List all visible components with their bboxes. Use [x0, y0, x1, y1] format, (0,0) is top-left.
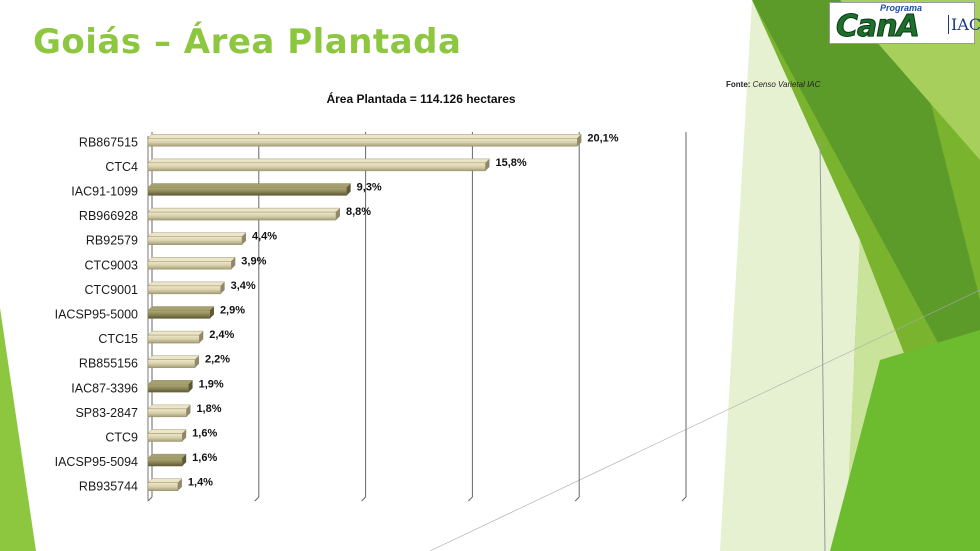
- category-label: CTC9: [105, 431, 138, 445]
- value-label: 4,4%: [252, 231, 277, 243]
- slide-title: Goiás – Área Plantada: [33, 22, 462, 62]
- programa-cana-logo: Programa CanA IAC: [829, 2, 980, 45]
- left-green-triangle: [0, 308, 36, 551]
- bar: [147, 355, 200, 368]
- category-label: IAC87-3396: [71, 381, 138, 395]
- category-label: IAC91-1099: [71, 185, 138, 199]
- category-label: CTC15: [98, 332, 138, 346]
- bar: [147, 183, 352, 196]
- category-label: RB867515: [79, 135, 138, 149]
- chart-bars: [147, 134, 582, 491]
- source-label: Fonte:: [726, 80, 751, 89]
- value-label: 15,8%: [495, 157, 526, 169]
- bar: [147, 134, 582, 147]
- value-label: 2,9%: [220, 305, 245, 317]
- logo-suffix-text: IAC: [948, 15, 980, 34]
- value-label: 1,8%: [196, 403, 221, 415]
- bar: [147, 232, 247, 245]
- category-label: SP83-2847: [75, 406, 138, 420]
- bar: [147, 306, 215, 319]
- value-label: 1,9%: [199, 378, 224, 390]
- category-label: RB966928: [79, 209, 138, 223]
- value-label: 9,3%: [357, 182, 382, 194]
- bottom-right-green: [830, 330, 980, 551]
- value-label: 1,4%: [188, 477, 213, 489]
- value-label: 2,2%: [205, 354, 230, 366]
- value-label: 1,6%: [192, 452, 217, 464]
- gridline-foot: [254, 496, 260, 502]
- decor-line-2: [429, 289, 980, 551]
- bar: [147, 207, 341, 221]
- bar: [147, 257, 236, 270]
- gridline-foot: [468, 496, 473, 502]
- right-green-shade: [752, 0, 980, 420]
- chart-category-labels: RB867515 CTC4 IAC91-1099 RB966928 RB92579 CTC…: [55, 135, 138, 493]
- gridline-foot: [681, 496, 687, 502]
- bar: [147, 429, 187, 442]
- gridline-foot: [147, 496, 153, 502]
- bar: [147, 453, 187, 467]
- chart-value-labels: 20,1% 15,8% 9,3% 8,8% 4,4% 3,9% 3,4% 2,9% 2,4% 2,…: [188, 132, 619, 488]
- value-label: 20,1%: [587, 132, 618, 144]
- value-label: 1,6%: [192, 428, 217, 440]
- value-label: 8,8%: [346, 206, 371, 218]
- gridline-foot: [574, 496, 580, 502]
- category-label: RB935744: [79, 480, 138, 494]
- category-label: IACSP95-5000: [55, 308, 138, 322]
- value-label: 2,4%: [209, 329, 234, 341]
- logo-small-text: Programa: [880, 3, 923, 13]
- value-label: 3,4%: [231, 280, 256, 292]
- bar: [147, 404, 191, 418]
- decor-line: [819, 139, 826, 551]
- category-label: IACSP95-5094: [55, 455, 138, 469]
- bar: [147, 380, 194, 393]
- category-label: CTC9001: [85, 283, 139, 297]
- value-label: 3,9%: [241, 255, 266, 267]
- category-label: RB92579: [86, 234, 138, 248]
- category-label: CTC9003: [85, 258, 139, 272]
- category-label: RB855156: [79, 357, 138, 371]
- gridline-foot: [361, 496, 366, 502]
- chart-title: Área Plantada = 114.126 hectares: [326, 91, 515, 106]
- right-pale-panel: [720, 0, 860, 551]
- source-note: Fonte: Censo Varietal IAC: [726, 80, 820, 89]
- bar: [147, 158, 490, 172]
- logo-brand-text: CanA: [836, 9, 921, 45]
- category-label: CTC4: [105, 160, 138, 174]
- source-value: Censo Varietal IAC: [752, 80, 821, 89]
- bar: [147, 281, 226, 295]
- bar: [147, 330, 204, 344]
- bar: [147, 478, 183, 491]
